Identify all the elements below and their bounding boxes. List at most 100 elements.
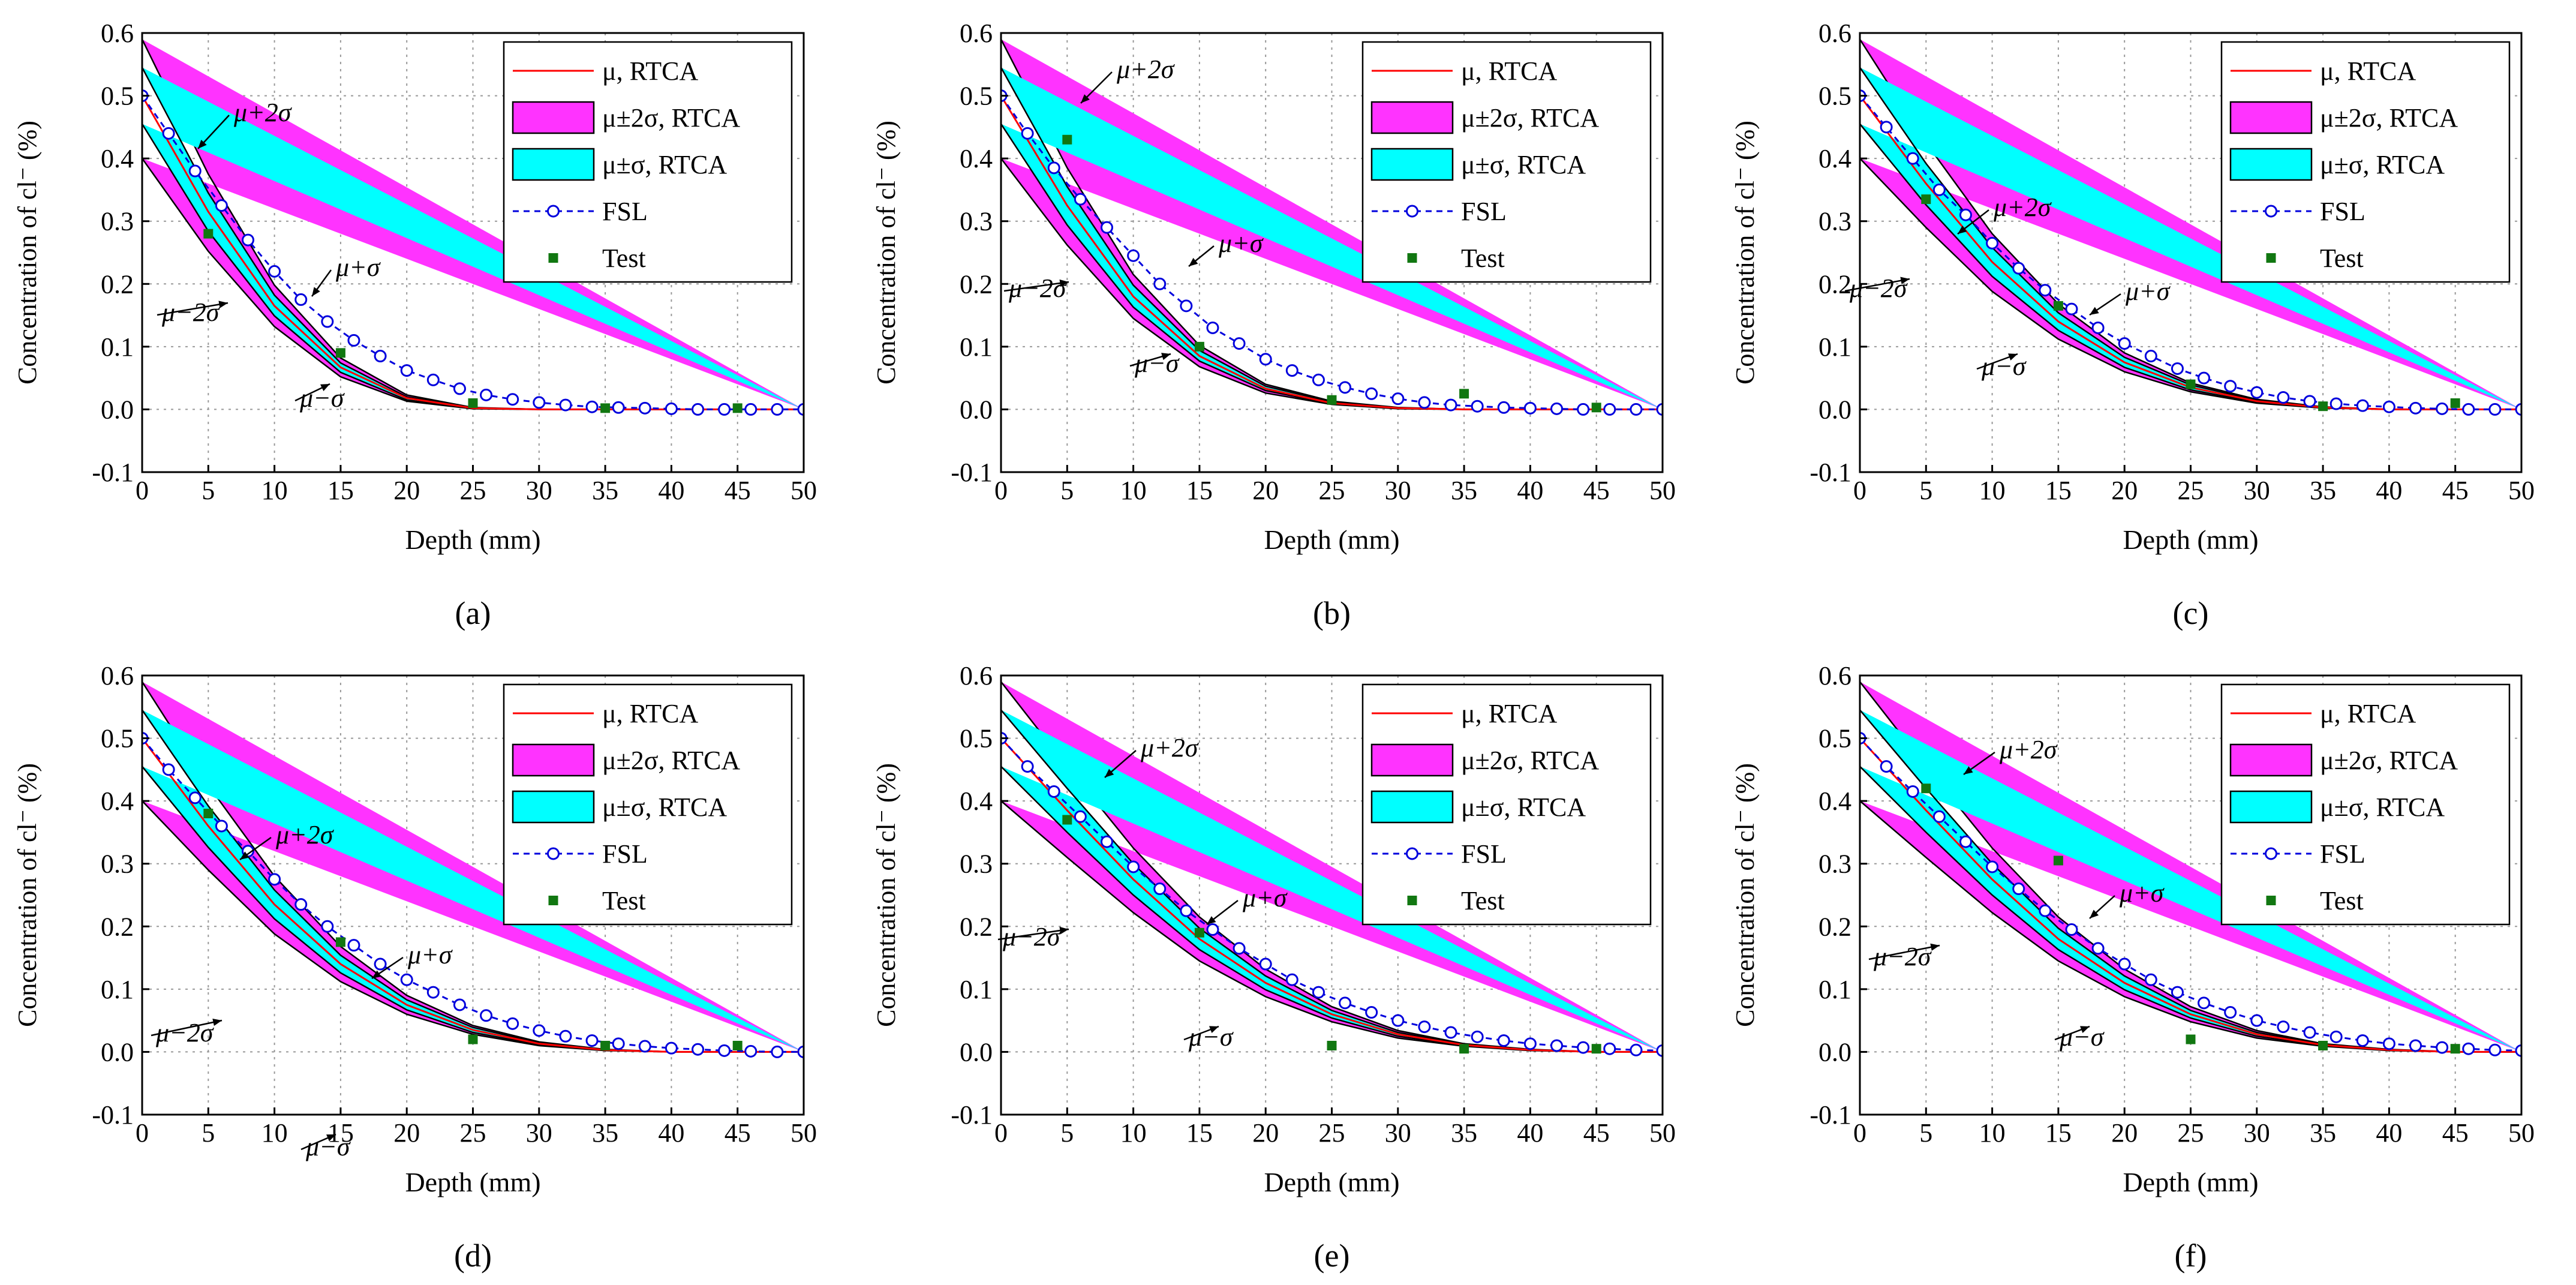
y-tick-label: 0.1 [101,975,134,1004]
x-axis-label: Depth (mm) [1264,1167,1399,1197]
x-tick-label: 45 [2442,1118,2469,1148]
x-tick-label: 30 [526,476,552,505]
y-tick-label: 0.2 [960,269,993,299]
x-tick-label: 5 [202,1118,215,1148]
x-tick-label: 20 [1252,476,1279,505]
y-tick-label: 0.0 [960,1037,993,1067]
fsl-point [1021,127,1034,140]
legend-label: FSL [1461,197,1507,226]
test-point [2450,398,2460,408]
y-tick-label: 0.4 [1818,144,1851,173]
x-tick-label: 15 [1186,476,1213,505]
fsl-point [1233,337,1246,350]
annotation-label: μ+σ [1218,229,1264,258]
fsl-point [1656,1044,1663,1057]
fsl-point [162,127,175,140]
x-tick-label: 30 [1385,476,1411,505]
fsl-point [453,998,466,1011]
test-point [2053,855,2063,866]
chart-panel-a: 0 5 10 15 20 25 30 35 40 45 50 -0.1 0.0 0.1 0.2 0.3 0.4 0… [13,19,817,631]
x-tick-label: 45 [725,1118,751,1148]
legend-label: Test [2320,244,2364,273]
legend-swatch-1sigma [2229,790,2313,824]
chart-panel-e: 0 5 10 15 20 25 30 35 40 45 50 -0.1 0.0 0.1 0.2 0.3 0.4 0… [871,661,1676,1274]
legend-swatch-test [2266,253,2276,263]
annotation-label: μ+2σ [275,820,335,849]
fsl-point [1074,193,1087,206]
annotation-arrow [1868,944,1940,960]
y-tick-label: 0.2 [1818,269,1851,299]
fsl-point [2118,337,2131,350]
test-point [1921,194,1931,205]
y-axis-label: Concentration of cl⁻ (%) [871,121,901,385]
test-point [2318,1040,2328,1050]
band-2sigma [1001,681,1663,1052]
test-point [1591,1044,1601,1054]
arrowhead-icon [1958,226,1967,234]
x-tick-label: 20 [1252,1118,1279,1148]
fsl-point [771,403,784,416]
x-axis-label: Depth (mm) [2123,524,2258,555]
fsl-point [1959,208,1972,221]
x-tick-label: 5 [1060,476,1074,505]
fsl-point [2224,380,2237,393]
fsl-point [1391,392,1405,406]
legend-label: Test [602,886,646,915]
arrowhead-icon [320,384,330,392]
legend-marker-fsl [1406,847,1418,860]
annotation-arrow [1844,278,1910,292]
fsl-point [2039,284,2052,297]
fsl-point [215,199,228,212]
x-tick-label: 15 [1186,1118,1213,1148]
fsl-point [2039,904,2052,917]
x-tick-label: 45 [725,476,751,505]
annotation-label: μ+2σ [1993,193,2052,222]
fsl-point [480,1009,493,1022]
legend-swatch-2sigma [512,743,595,777]
fsl-point [2436,1041,2449,1054]
fsl-point [718,1044,731,1057]
fsl-point [1471,400,1484,413]
fsl-point [1577,1041,1590,1054]
legend-swatch-test [2266,896,2276,905]
legend-label: FSL [602,839,648,869]
fsl-point [1986,860,1999,873]
x-axis-label: Depth (mm) [405,1167,540,1197]
y-tick-label: -0.1 [92,458,134,487]
annotation-label: μ−2σ [1002,922,1062,951]
y-tick-label: 0.0 [101,1037,134,1067]
x-tick-label: 0 [136,476,149,505]
fsl-point [2224,1006,2237,1019]
fsl-point [692,1043,705,1056]
fsl-point [162,763,175,776]
x-tick-label: 25 [1319,1118,1345,1148]
legend-swatch-2sigma [512,101,595,134]
x-tick-label: 50 [790,476,817,505]
fsl-point [2012,262,2025,275]
plot-area [142,38,804,416]
y-tick-label: 0.6 [960,661,993,690]
panel-label: (d) [454,1238,492,1274]
legend-label: FSL [1461,839,1507,869]
x-tick-label: 0 [994,476,1008,505]
legend: μ, RTCA μ±2σ, RTCA μ±σ, RTCA FSL Test [1361,683,1652,926]
fsl-point [2091,942,2105,955]
fsl-point [321,920,334,933]
fsl-point [1906,152,1919,165]
fsl-point [585,1034,599,1047]
annotation-label: μ−σ [299,383,345,413]
legend-marker-fsl [2265,205,2277,218]
legend-label: μ, RTCA [2320,699,2416,728]
test-point [600,1040,611,1050]
fsl-point [2171,362,2184,375]
fsl-point [744,403,758,416]
x-tick-label: 20 [2111,476,2138,505]
legend-swatch-test [548,896,558,905]
legend-swatch-2sigma [1370,743,1454,777]
y-tick-label: 0.2 [101,269,134,299]
chart-panel-d: 0 5 10 15 20 25 30 35 40 45 50 -0.1 0.0 0.1 0.2 0.3 0.4 0… [13,661,817,1274]
fsl-point [1603,1042,1616,1055]
legend-swatch-test [1407,253,1417,263]
test-point [1459,1044,1469,1054]
legend-swatch-1sigma [1370,790,1454,824]
